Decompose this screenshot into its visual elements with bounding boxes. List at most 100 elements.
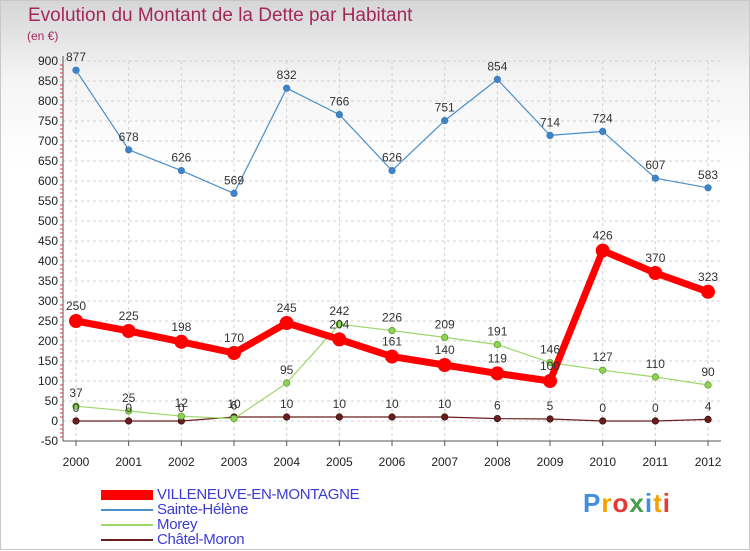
legend-label: VILLENEUVE-EN-MONTAGNE — [157, 486, 360, 503]
x-tick-label: 2002 — [168, 455, 195, 469]
data-label: 146 — [540, 343, 560, 357]
x-tick-label: 2009 — [537, 455, 564, 469]
data-label: 370 — [645, 251, 665, 265]
data-label: 724 — [593, 111, 613, 125]
data-label: 569 — [224, 173, 244, 187]
data-point — [121, 324, 136, 338]
data-point — [704, 415, 712, 423]
data-point — [493, 414, 501, 423]
data-label: 10 — [227, 397, 241, 411]
data-label: 0 — [73, 401, 80, 415]
y-tick-label: 600 — [38, 174, 58, 188]
data-point — [437, 358, 452, 372]
data-point — [546, 131, 554, 139]
data-label: 766 — [329, 95, 349, 109]
legend-item: VILLENEUVE-EN-MONTAGNE — [101, 486, 401, 503]
data-label: 110 — [646, 357, 665, 371]
data-label: 10 — [333, 397, 347, 411]
data-label: 12 — [175, 396, 189, 410]
data-label: 140 — [435, 343, 455, 357]
data-label: 242 — [329, 304, 349, 318]
data-label: 751 — [435, 101, 455, 115]
data-point — [546, 415, 554, 423]
data-point — [493, 75, 501, 84]
data-point — [493, 340, 501, 349]
y-tick-label: 450 — [38, 234, 58, 248]
chart-unit: (en €) — [27, 29, 59, 43]
data-point — [230, 414, 238, 423]
y-tick-label: 250 — [38, 314, 58, 328]
x-tick-label: 2005 — [326, 455, 353, 469]
y-tick-label: 0 — [51, 414, 58, 428]
data-label: 6 — [231, 399, 238, 413]
x-tick-label: 2007 — [431, 455, 458, 469]
data-label: 607 — [645, 158, 665, 172]
legend-swatch — [101, 523, 153, 526]
data-point — [335, 413, 343, 421]
data-label: 204 — [329, 317, 349, 331]
data-point — [335, 111, 343, 119]
data-label: 245 — [277, 301, 297, 315]
data-point — [72, 417, 80, 425]
x-tick-label: 2008 — [484, 455, 511, 469]
legend-item: Morey — [101, 516, 401, 533]
legend-swatch — [101, 489, 153, 500]
data-point — [72, 66, 80, 74]
data-point — [385, 349, 400, 364]
legend-label: Morey — [157, 516, 198, 533]
data-point — [599, 366, 607, 374]
y-tick-label: 300 — [38, 294, 58, 308]
data-point — [125, 417, 133, 425]
legend: VILLENEUVE-EN-MONTAGNE Sainte-Hélène Morey… — [101, 486, 401, 548]
y-tick-label: 800 — [38, 94, 58, 108]
proxiti-logo: Proxiti — [583, 488, 671, 518]
data-point — [441, 117, 449, 125]
data-point — [648, 266, 663, 280]
data-point — [704, 184, 712, 192]
legend-swatch — [101, 538, 153, 541]
data-label: 0 — [178, 401, 185, 415]
x-tick-label: 2011 — [642, 455, 668, 469]
y-tick-label: 400 — [38, 254, 58, 268]
series-lines — [69, 66, 716, 425]
data-point — [599, 127, 607, 135]
data-point — [177, 412, 185, 420]
data-label: 0 — [599, 401, 606, 415]
axes: -500501001502002503003504004505005506006… — [38, 54, 722, 469]
data-label: 426 — [593, 229, 613, 243]
data-point — [543, 374, 558, 388]
data-label: 191 — [487, 325, 507, 339]
data-point — [441, 333, 449, 341]
data-label: 323 — [698, 270, 718, 284]
data-point — [546, 358, 554, 367]
x-tick-label: 2003 — [221, 455, 248, 469]
data-point — [283, 84, 291, 92]
data-label: 6 — [494, 399, 501, 413]
data-label: 209 — [435, 317, 455, 331]
data-label: 225 — [119, 309, 139, 323]
data-label: 90 — [701, 365, 715, 379]
y-tick-label: 200 — [38, 334, 58, 348]
y-tick-label: 350 — [38, 274, 58, 288]
y-tick-label: 650 — [38, 154, 58, 168]
y-tick-label: 750 — [38, 114, 58, 128]
data-point — [388, 167, 396, 175]
data-label: 95 — [280, 363, 294, 377]
data-label: 119 — [488, 351, 507, 365]
data-label: 832 — [277, 68, 297, 82]
data-point — [72, 402, 80, 410]
data-label: 170 — [224, 331, 244, 345]
y-tick-label: 150 — [38, 354, 58, 368]
chart-title: Evolution du Montant de la Dette par Hab… — [28, 5, 413, 26]
data-point — [174, 334, 189, 349]
data-label: 626 — [382, 151, 402, 165]
series-line-1 — [75, 69, 709, 194]
data-label: 714 — [540, 115, 560, 129]
data-label: 37 — [69, 386, 83, 400]
data-point — [651, 417, 659, 425]
data-label: 100 — [540, 359, 560, 373]
data-point — [335, 320, 343, 328]
data-point — [227, 346, 242, 360]
